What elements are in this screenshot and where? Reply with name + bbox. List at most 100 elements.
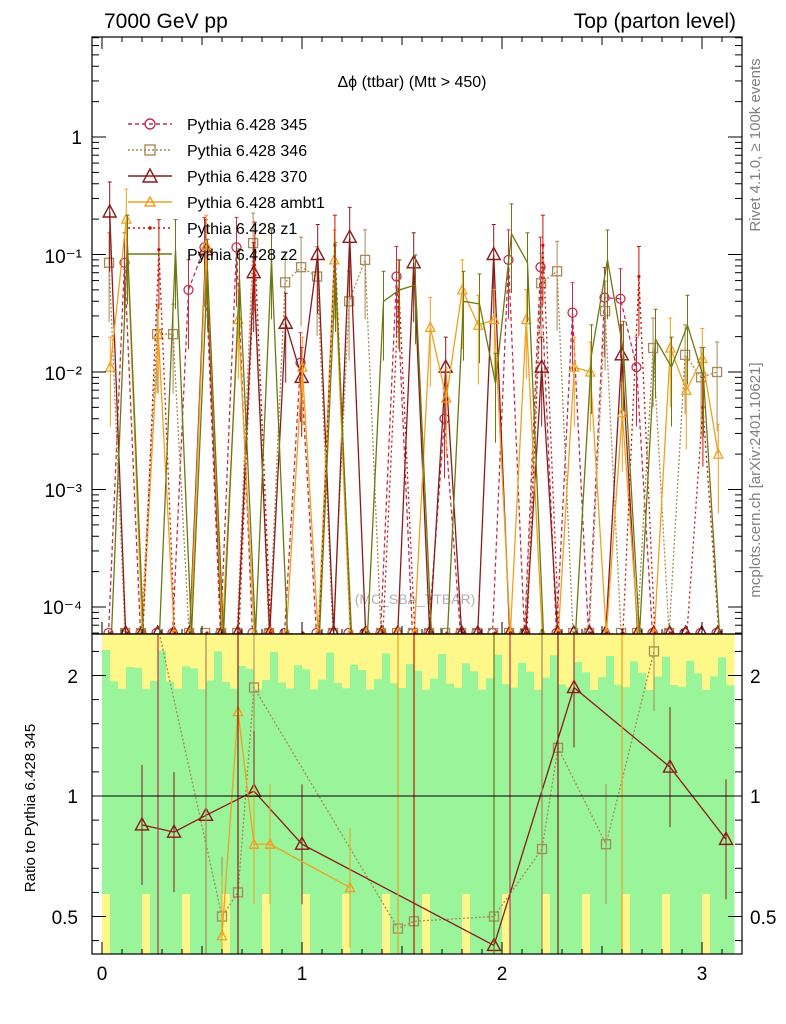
header-left: 7000 GeV pp [104,10,228,33]
series-2-point [406,254,422,269]
green-band-bin [518,662,527,954]
green-band-bin [726,685,735,954]
green-band-bin [694,673,703,954]
legend-marker-ambt1 [143,195,157,207]
series-1-point [103,257,115,268]
series-4-point [157,248,161,252]
series-0-point [183,284,194,296]
series-1-point [615,627,627,634]
legend-label-z2: Pythia 6.428 z2 [187,247,297,264]
green-band-bin [214,651,223,954]
series-4-point [637,274,641,279]
series-3-point [616,406,628,418]
legend-marker-345 [144,118,156,130]
series-2-point [664,624,675,634]
legend-entry-z1: Pythia 6.428 z1 [128,221,297,238]
legend-entry-ambt1: Pythia 6.428 ambt1 [128,195,325,212]
ratio-tick-0-5-left: 0.5 [52,908,78,929]
green-band-bin [174,688,183,954]
series-3-point [250,626,259,634]
series-3-point [218,626,227,634]
series-2-point [438,358,454,373]
series-0-point [599,292,610,303]
legend-marker-346 [144,144,156,156]
series-2-point [534,358,550,373]
series-3-point [424,320,436,332]
series-3-point [170,626,179,634]
ratio-1-point [294,835,310,850]
series-2-point [584,624,595,634]
series-1-point [407,627,419,634]
green-band-bin [358,670,367,954]
series-3-point [538,626,547,634]
series-0-point [567,307,578,318]
series-1-point [279,277,291,288]
ratio-1-point [166,823,182,838]
series-4-point [413,631,417,634]
green-band-bin [230,688,239,954]
series-3-point [554,626,563,634]
ratio-axis-title: Ratio to Pythia 6.428 345 [22,724,39,892]
green-band-bin [102,650,111,894]
series-0-point [231,242,242,253]
series-1-point [343,296,355,307]
main-y-tick-labels: 1 10⁻¹ 10⁻² 10⁻³ 10⁻⁴ [43,128,82,619]
green-band-bin [142,689,151,894]
series-2-point [712,624,723,634]
series-3-point [680,383,692,395]
series-3-point [456,283,468,295]
y-tick-label-0-001: 10⁻³ [45,481,83,502]
series-0-point [535,262,546,273]
green-band-bin [390,683,399,954]
ratio-1-point [718,830,734,846]
ratio-tick-2-left: 2 [67,667,78,688]
green-band-bin [342,688,351,894]
y-tick-label-0-0001: 10⁻⁴ [43,598,82,619]
green-band-bin [438,654,447,954]
ratio-tick-0-5-right: 0.5 [750,908,776,929]
series-1-point [599,305,611,317]
green-band-bin [198,689,207,954]
legend-entry-346: Pythia 6.428 346 [128,143,307,160]
ratio-1-point [134,816,150,831]
green-band-bin [374,679,383,954]
series-2-point [472,624,483,634]
green-band-bin [150,680,159,954]
series-4-point [525,631,529,634]
series-4-point [173,631,177,634]
green-band-bin [126,667,135,954]
ratio-tick-2-right: 2 [750,667,761,688]
legend-entry-z2: Pythia 6.428 z2 [128,247,297,264]
green-band-bin [486,678,495,954]
series-3-point [314,626,323,634]
green-band-bin [494,654,503,954]
series-4-point [589,631,593,634]
ratio-line-0 [158,634,655,930]
x-tick-labels: 0 1 2 3 [97,964,708,985]
green-band-bin [510,687,519,954]
green-band-bin [382,653,391,894]
series-2-point [278,314,294,329]
series-1-point [199,627,211,634]
series-2-point [696,624,707,634]
ratio-series-group [134,634,734,954]
series-3-point [282,626,291,634]
series-1-point [167,328,179,340]
series-3-point [362,626,371,634]
series-0-point [615,293,626,304]
green-band-bin [654,676,663,954]
green-band-bin [294,665,303,954]
green-band-bin [302,669,311,894]
series-2-point [456,624,467,634]
series-2-point [328,624,339,634]
series-1-point [551,266,563,277]
series-3-point [650,626,659,634]
ratio-0-point [600,839,612,850]
series-4-point [237,631,241,634]
x-tick-label-3: 3 [697,964,708,985]
series-4-point [669,631,673,634]
legend-label-z1: Pythia 6.428 z1 [187,221,297,238]
green-band-bin [318,679,327,954]
green-band-bin [366,689,375,954]
legend-marker-z1 [148,226,152,230]
